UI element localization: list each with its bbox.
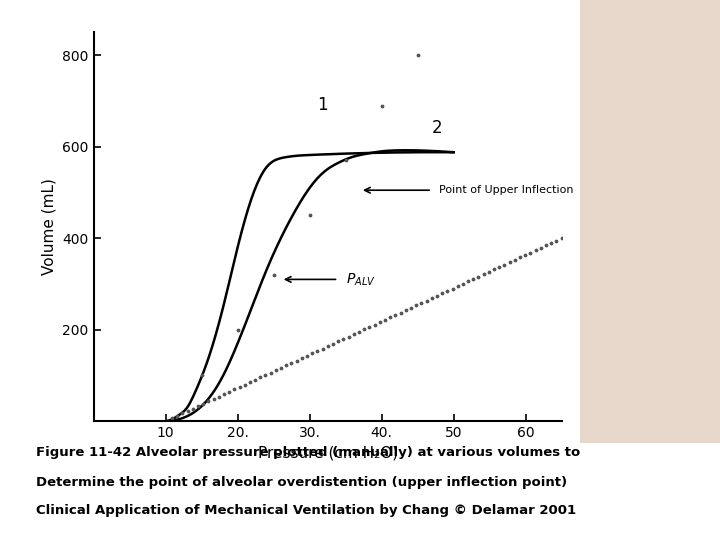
Text: Point of Upper Inflection: Point of Upper Inflection	[439, 185, 574, 195]
Text: 1: 1	[317, 96, 328, 114]
X-axis label: Pressure (cm H₂O): Pressure (cm H₂O)	[258, 446, 397, 461]
Text: $P_{ALV}$: $P_{ALV}$	[346, 271, 375, 288]
Y-axis label: Volume (mL): Volume (mL)	[42, 178, 57, 275]
Text: Determine the point of alveolar overdistention (upper inflection point): Determine the point of alveolar overdist…	[36, 476, 567, 489]
Text: 2: 2	[432, 119, 443, 137]
Text: Clinical Application of Mechanical Ventilation by Chang © Delamar 2001: Clinical Application of Mechanical Venti…	[36, 504, 576, 517]
Text: Figure 11-42 Alveolar pressure plotted (manually) at various volumes to: Figure 11-42 Alveolar pressure plotted (…	[36, 446, 580, 460]
